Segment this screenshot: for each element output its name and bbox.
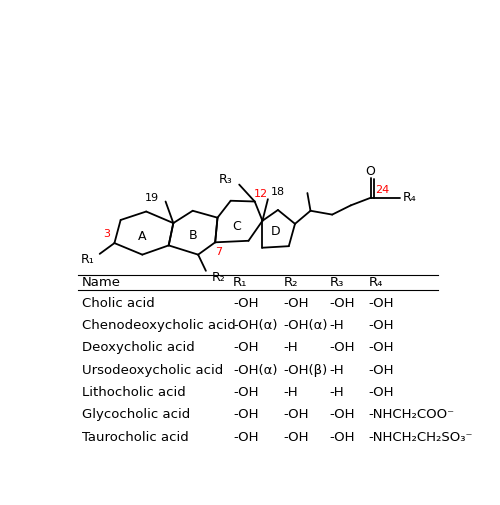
Text: -OH(α): -OH(α) xyxy=(284,319,328,332)
Text: -OH: -OH xyxy=(284,431,309,443)
Text: 19: 19 xyxy=(144,193,158,204)
Text: R₁: R₁ xyxy=(80,253,94,266)
Text: -H: -H xyxy=(330,364,344,377)
Text: 7: 7 xyxy=(215,246,222,257)
Text: Cholic acid: Cholic acid xyxy=(82,296,154,310)
Text: C: C xyxy=(232,220,241,233)
Text: -OH: -OH xyxy=(233,296,258,310)
Text: -OH: -OH xyxy=(284,296,309,310)
Text: A: A xyxy=(138,230,146,243)
Text: -NHCH₂COO⁻: -NHCH₂COO⁻ xyxy=(368,409,455,421)
Text: Chenodeoxycholic acid: Chenodeoxycholic acid xyxy=(82,319,235,332)
Text: R₃: R₃ xyxy=(330,276,344,289)
Text: -OH(α): -OH(α) xyxy=(233,364,278,377)
Text: -H: -H xyxy=(284,341,298,355)
Text: -OH: -OH xyxy=(233,341,258,355)
Text: 24: 24 xyxy=(375,185,389,195)
Text: -OH(β): -OH(β) xyxy=(284,364,328,377)
Text: -NHCH₂CH₂SO₃⁻: -NHCH₂CH₂SO₃⁻ xyxy=(368,431,473,443)
Text: R₁: R₁ xyxy=(233,276,248,289)
Text: 3: 3 xyxy=(103,229,110,239)
Text: -H: -H xyxy=(330,319,344,332)
Text: -OH: -OH xyxy=(368,296,394,310)
Text: Taurocholic acid: Taurocholic acid xyxy=(82,431,188,443)
Text: R₂: R₂ xyxy=(284,276,298,289)
Text: -OH: -OH xyxy=(233,386,258,399)
Text: -OH: -OH xyxy=(368,364,394,377)
Text: Lithocholic acid: Lithocholic acid xyxy=(82,386,186,399)
Text: D: D xyxy=(271,225,280,238)
Text: -OH: -OH xyxy=(233,409,258,421)
Text: Ursodeoxycholic acid: Ursodeoxycholic acid xyxy=(82,364,223,377)
Text: -OH: -OH xyxy=(330,431,355,443)
Text: 12: 12 xyxy=(254,189,268,199)
Text: -OH: -OH xyxy=(330,409,355,421)
Text: -OH: -OH xyxy=(284,409,309,421)
Text: -H: -H xyxy=(284,386,298,399)
Text: R₂: R₂ xyxy=(212,271,225,284)
Text: -OH: -OH xyxy=(233,431,258,443)
Text: Deoxycholic acid: Deoxycholic acid xyxy=(82,341,194,355)
Text: R₄: R₄ xyxy=(402,191,416,204)
Text: -OH(α): -OH(α) xyxy=(233,319,278,332)
Text: -OH: -OH xyxy=(368,386,394,399)
Text: Name: Name xyxy=(82,276,121,289)
Text: B: B xyxy=(188,229,197,242)
Text: 18: 18 xyxy=(271,187,285,197)
Text: O: O xyxy=(365,165,375,178)
Text: -OH: -OH xyxy=(368,319,394,332)
Text: R₄: R₄ xyxy=(368,276,383,289)
Text: -OH: -OH xyxy=(330,341,355,355)
Text: Glycocholic acid: Glycocholic acid xyxy=(82,409,190,421)
Text: R₃: R₃ xyxy=(219,173,233,186)
Text: -OH: -OH xyxy=(330,296,355,310)
Text: -OH: -OH xyxy=(368,341,394,355)
Text: -H: -H xyxy=(330,386,344,399)
